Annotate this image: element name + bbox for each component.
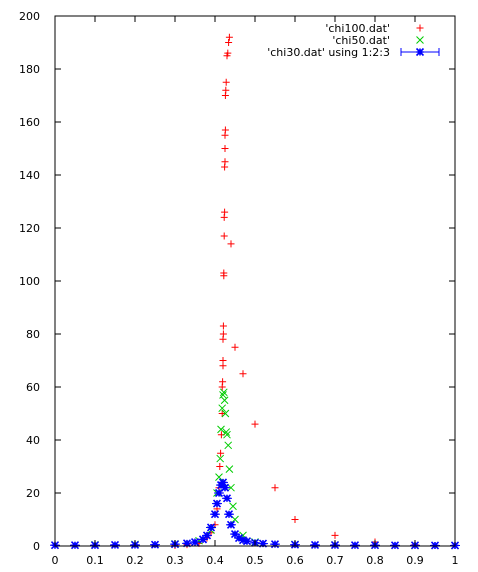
point-chi30 xyxy=(222,484,229,491)
point-chi30 xyxy=(204,532,211,539)
y-tick-label: 40 xyxy=(26,434,40,447)
y-tick-label: 80 xyxy=(26,328,40,341)
x-tick-label: 0.3 xyxy=(166,554,184,567)
x-tick-label: 0.4 xyxy=(206,554,224,567)
y-tick-label: 120 xyxy=(19,222,40,235)
point-chi30 xyxy=(272,541,279,548)
x-tick-label: 0.2 xyxy=(126,554,144,567)
point-chi30 xyxy=(312,541,319,548)
x-tick-label: 0.6 xyxy=(286,554,304,567)
y-tick-label: 200 xyxy=(19,10,40,23)
point-chi30 xyxy=(432,542,439,549)
legend-label: 'chi30.dat' using 1:2:3 xyxy=(267,46,390,59)
point-chi30 xyxy=(112,541,119,548)
point-chi30 xyxy=(212,511,219,518)
point-chi30 xyxy=(244,538,251,545)
legend-marker-chi30 xyxy=(417,49,424,56)
point-chi30 xyxy=(208,524,215,531)
point-chi30 xyxy=(214,500,221,507)
x-tick-label: 1 xyxy=(452,554,459,567)
x-tick-label: 0.1 xyxy=(86,554,104,567)
point-chi30 xyxy=(392,542,399,549)
point-chi30 xyxy=(72,542,79,549)
x-tick-label: 0.7 xyxy=(326,554,344,567)
y-tick-label: 20 xyxy=(26,487,40,500)
y-tick-label: 180 xyxy=(19,63,40,76)
y-tick-label: 60 xyxy=(26,381,40,394)
point-chi30 xyxy=(152,541,159,548)
x-tick-label: 0.9 xyxy=(406,554,424,567)
y-tick-label: 0 xyxy=(33,540,40,553)
x-tick-label: 0.5 xyxy=(246,554,264,567)
y-tick-label: 140 xyxy=(19,169,40,182)
point-chi30 xyxy=(226,511,233,518)
x-tick-label: 0 xyxy=(52,554,59,567)
point-chi30 xyxy=(228,521,235,528)
point-chi30 xyxy=(192,539,199,546)
point-chi30 xyxy=(352,542,359,549)
y-tick-label: 100 xyxy=(19,275,40,288)
x-tick-label: 0.8 xyxy=(366,554,384,567)
point-chi30 xyxy=(224,495,231,502)
y-tick-label: 160 xyxy=(19,116,40,129)
